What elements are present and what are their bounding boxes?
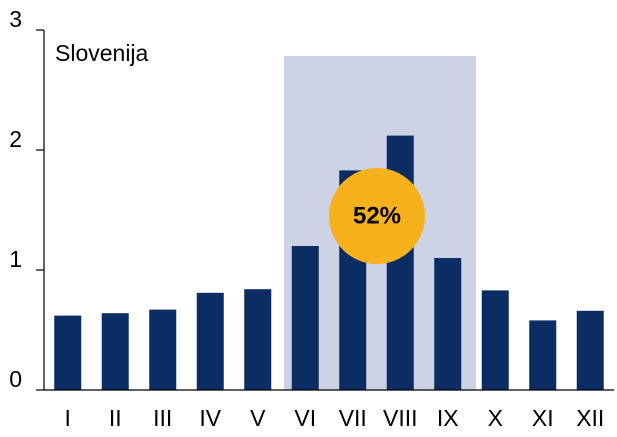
x-tick-label: V bbox=[250, 405, 266, 431]
bar bbox=[101, 313, 129, 390]
y-tick-label: 1 bbox=[9, 246, 22, 272]
y-tick-label: 3 bbox=[9, 6, 22, 32]
x-tick-label: VIII bbox=[383, 405, 418, 431]
x-tick-label: II bbox=[109, 405, 122, 431]
x-tick-label: VI bbox=[294, 405, 316, 431]
bar bbox=[54, 315, 82, 390]
bar bbox=[196, 292, 224, 390]
x-tick-label: VII bbox=[339, 405, 367, 431]
x-tick-label: XI bbox=[532, 405, 554, 431]
annotation-label: 52% bbox=[353, 202, 401, 229]
y-tick-label: 0 bbox=[9, 366, 22, 392]
bar bbox=[434, 258, 462, 390]
x-tick-label: III bbox=[153, 405, 172, 431]
x-tick-label: IV bbox=[199, 405, 221, 431]
bar bbox=[529, 320, 557, 390]
bar bbox=[149, 309, 177, 390]
chart-title: Slovenija bbox=[55, 40, 149, 66]
x-tick-label: X bbox=[488, 405, 503, 431]
x-tick-label: XII bbox=[576, 405, 604, 431]
bar bbox=[481, 290, 509, 390]
bar bbox=[576, 310, 604, 390]
bar bbox=[244, 289, 272, 390]
bar bbox=[291, 246, 319, 390]
x-tick-label: I bbox=[65, 405, 71, 431]
y-tick-label: 2 bbox=[9, 126, 22, 152]
x-tick-label: IX bbox=[437, 405, 459, 431]
annotation-badge bbox=[329, 168, 425, 264]
